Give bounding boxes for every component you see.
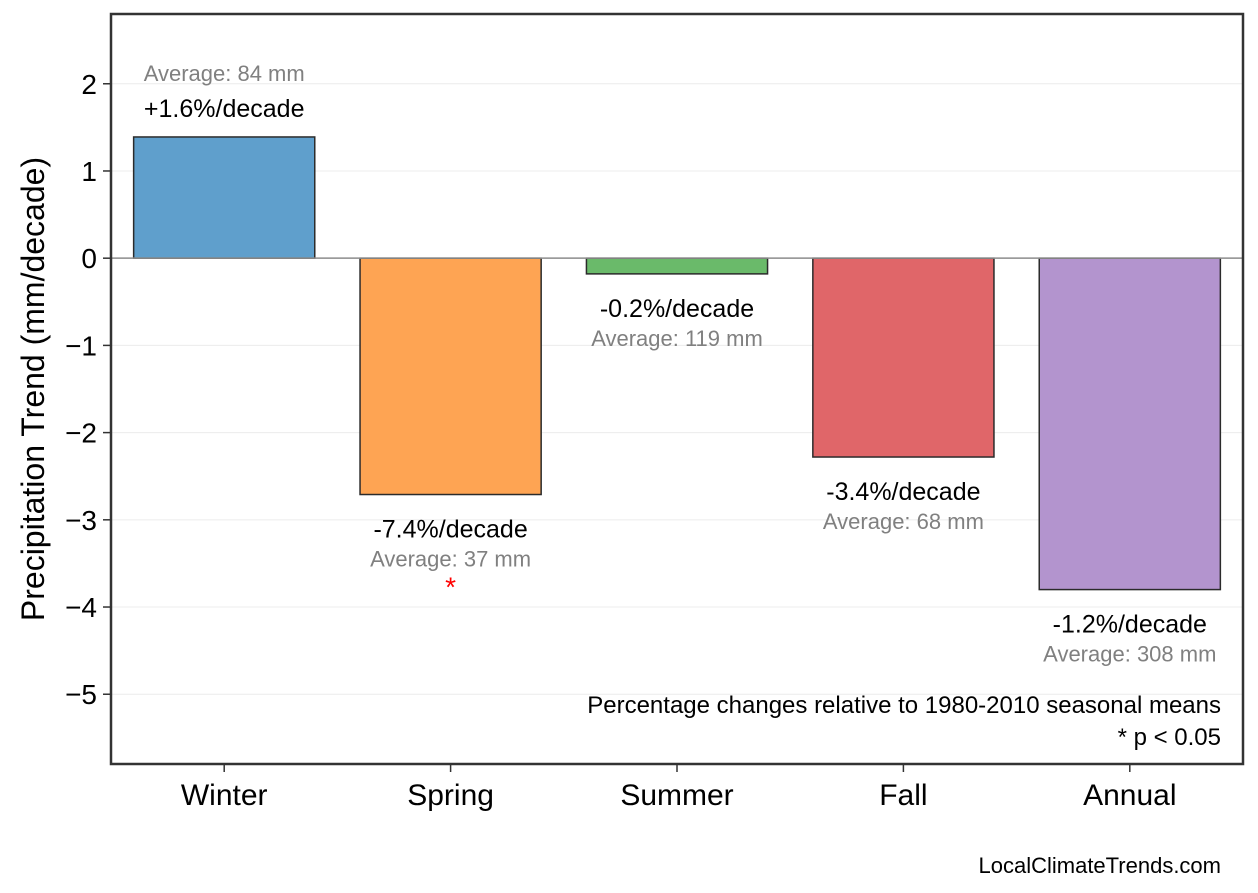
note-significance: * p < 0.05 bbox=[1118, 724, 1221, 751]
average-label: Average: 119 mm bbox=[591, 326, 763, 351]
bar-summer bbox=[585, 257, 769, 275]
x-tick-label: Fall bbox=[879, 779, 927, 812]
significance-marker: * bbox=[445, 572, 456, 603]
x-tick-label: Spring bbox=[407, 779, 494, 812]
y-tick-label: −1 bbox=[65, 330, 97, 361]
bar-fall bbox=[812, 257, 995, 458]
average-label: Average: 37 mm bbox=[370, 547, 531, 572]
percent-label: -1.2%/decade bbox=[1053, 611, 1207, 639]
average-label: Average: 84 mm bbox=[144, 61, 305, 86]
y-axis: 2 1 0 −1 −2 −3 −4 −5 bbox=[65, 69, 111, 710]
y-tick-label: −4 bbox=[65, 592, 97, 623]
y-tick-label: −2 bbox=[65, 418, 97, 449]
percent-label: -0.2%/decade bbox=[600, 295, 754, 323]
x-tick-label: Winter bbox=[181, 779, 268, 812]
percent-label: -3.4%/decade bbox=[826, 478, 980, 506]
source-credit: LocalClimateTrends.com bbox=[979, 853, 1222, 878]
bar-annual bbox=[1038, 257, 1222, 591]
y-tick-label: 0 bbox=[81, 243, 97, 274]
y-tick-label: 2 bbox=[81, 69, 97, 100]
percent-label: +1.6%/decade bbox=[144, 95, 305, 123]
y-tick-label: 1 bbox=[81, 156, 97, 187]
y-axis-label: Precipitation Trend (mm/decade) bbox=[15, 157, 51, 621]
y-tick-label: −5 bbox=[65, 679, 97, 710]
average-label: Average: 68 mm bbox=[823, 509, 984, 534]
note-percentage-basis: Percentage changes relative to 1980-2010… bbox=[587, 692, 1221, 719]
bar-winter bbox=[132, 136, 316, 259]
x-axis: Winter Spring Summer Fall Annual bbox=[181, 764, 1177, 812]
average-label: Average: 308 mm bbox=[1043, 642, 1216, 667]
percent-label: -7.4%/decade bbox=[373, 516, 527, 544]
y-tick-label: −3 bbox=[65, 505, 97, 536]
bar-spring bbox=[359, 257, 542, 496]
x-tick-label: Annual bbox=[1083, 779, 1176, 812]
x-tick-label: Summer bbox=[620, 779, 733, 812]
bar-annotations: +1.6%/decade Average: 84 mm -7.4%/decade Av… bbox=[144, 61, 1217, 667]
bars bbox=[132, 136, 1222, 591]
